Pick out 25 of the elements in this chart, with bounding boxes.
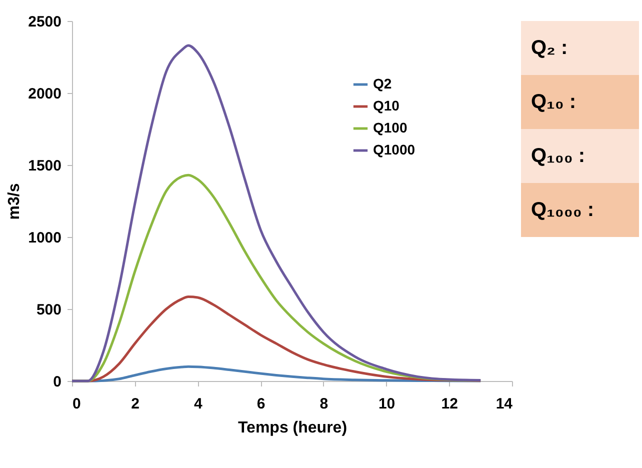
x-tick-label: 2	[131, 396, 140, 412]
text: Q₁₀₀₀ :	[531, 199, 594, 221]
y-axis-title: m3/s	[6, 183, 24, 220]
text: Q₁₀ :	[531, 91, 576, 113]
x-tick-label: 12	[441, 396, 458, 412]
y-tick-label: 0	[53, 374, 62, 390]
x-tick-label: 4	[194, 396, 204, 412]
x-axis-title: Temps (heure)	[238, 420, 348, 436]
legend-label: Q2	[373, 76, 392, 92]
legend-label: Q1000	[373, 142, 416, 158]
legend-label: Q100	[373, 120, 408, 136]
y-tick-label: 2500	[28, 14, 62, 30]
x-tick-label: 8	[320, 396, 328, 412]
x-tick-label: 6	[256, 396, 266, 412]
legend-label: Q10	[373, 98, 400, 114]
x-tick-label: 0	[72, 396, 81, 412]
text: Q₂ :	[531, 37, 568, 59]
y-tick-label: 1500	[28, 158, 62, 174]
x-tick-label: 14	[496, 396, 514, 412]
text: Q₁₀₀ :	[531, 145, 586, 167]
x-tick-label: 10	[378, 396, 396, 412]
y-tick-label: 2000	[28, 86, 62, 102]
line-series	[70, 44, 482, 382]
y-tick-label: 1000	[28, 230, 62, 246]
y-tick-label: 500	[36, 302, 62, 318]
